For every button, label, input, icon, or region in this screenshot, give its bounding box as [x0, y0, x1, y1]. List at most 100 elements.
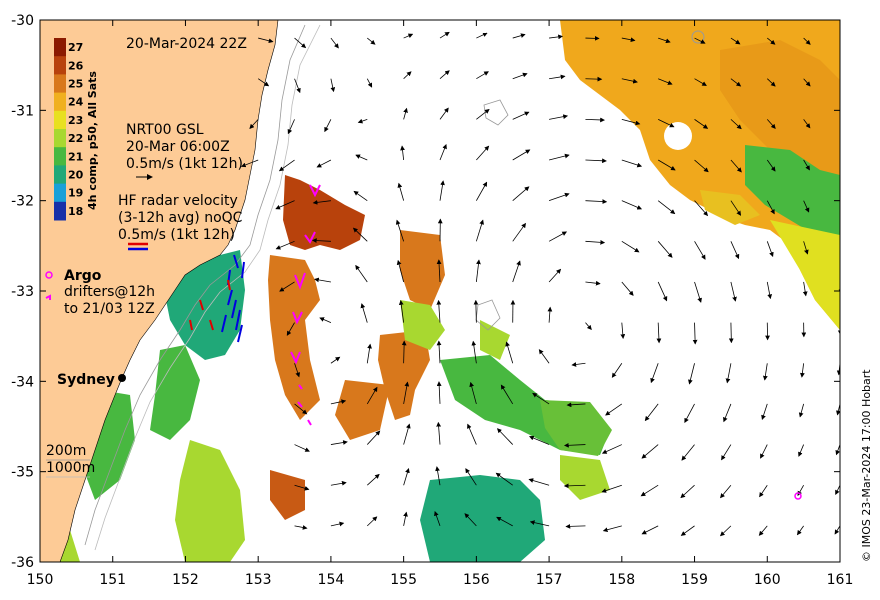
current-arrow — [360, 303, 368, 323]
current-arrow — [294, 403, 308, 415]
sst-colorbar: 27 26 25 24 23 22 21 20 19 18 — [54, 38, 84, 221]
map-time-title: 20-Mar-2024 22Z — [126, 36, 247, 52]
current-arrow — [549, 34, 564, 40]
seamount-contour-1 — [483, 99, 509, 126]
y-tick-label: -34 — [11, 374, 34, 390]
current-arrow — [529, 520, 550, 527]
current-arrow — [657, 241, 673, 258]
sst-patch-southeast-green — [400, 300, 612, 562]
argo-legend-marker — [45, 271, 53, 279]
current-arrow — [658, 37, 671, 44]
current-arrow — [330, 440, 348, 445]
colorbar-tick-label: 22 — [68, 132, 83, 145]
current-arrow — [601, 444, 622, 454]
current-arrow — [565, 523, 586, 529]
y-tick-label: -36 — [11, 555, 34, 571]
colorbar-swatch — [54, 165, 66, 185]
current-arrow — [766, 78, 776, 87]
current-arrow — [311, 238, 331, 243]
current-arrow — [357, 118, 368, 124]
current-arrow — [803, 119, 811, 129]
current-arrow — [366, 343, 372, 364]
current-arrow — [585, 199, 608, 204]
current-arrow — [767, 37, 776, 45]
current-arrow — [314, 277, 331, 283]
current-arrow — [532, 392, 550, 405]
current-arrow — [585, 158, 607, 164]
current-arrow — [294, 363, 301, 378]
current-arrow — [839, 38, 840, 39]
y-tick-label: -33 — [11, 284, 34, 300]
current-arrow — [355, 264, 368, 283]
current-arrow — [621, 159, 643, 168]
current-arrow — [657, 281, 668, 302]
current-arrow — [476, 108, 490, 120]
current-arrow — [434, 510, 441, 527]
current-arrow — [621, 240, 640, 253]
sst-patch-central-warm — [268, 175, 445, 520]
current-arrow — [324, 119, 332, 133]
current-arrow — [644, 403, 659, 422]
current-arrow — [249, 119, 259, 130]
current-arrow — [436, 421, 442, 445]
current-arrow — [352, 227, 368, 242]
current-arrow — [512, 149, 531, 161]
current-arrow — [439, 180, 445, 201]
current-arrow — [657, 159, 676, 171]
current-arrow — [294, 37, 307, 49]
hf-legend-line2: (3-12h avg) noQC — [118, 210, 243, 226]
current-arrow — [366, 430, 381, 445]
y-tick-label: -31 — [11, 103, 34, 119]
argo-float-marker — [794, 492, 802, 500]
x-tick-label: 159 — [681, 572, 708, 588]
current-arrow — [621, 78, 638, 84]
current-arrow — [656, 322, 662, 344]
current-arrow — [397, 182, 405, 201]
colorbar-tick-label: 25 — [68, 78, 83, 91]
current-arrow — [294, 78, 301, 94]
drifter-tracks — [290, 184, 321, 426]
current-arrow — [403, 33, 414, 39]
current-arrow — [803, 159, 810, 171]
current-arrow — [730, 241, 740, 260]
isobath-label-200m: 200m — [46, 443, 86, 459]
current-arrow — [528, 478, 550, 486]
current-arrow — [319, 317, 332, 323]
current-arrow — [681, 444, 695, 461]
current-arrow — [694, 37, 706, 44]
current-arrow — [834, 525, 840, 535]
current-arrow — [512, 111, 530, 120]
current-arrow — [585, 76, 603, 82]
current-arrow — [621, 200, 643, 210]
current-arrow — [694, 281, 702, 303]
current-arrow — [601, 484, 622, 493]
current-arrow — [465, 468, 477, 486]
colorbar-swatch — [54, 129, 66, 148]
colorbar-swatch — [54, 201, 66, 221]
current-arrow — [473, 299, 479, 323]
x-tick-label: 157 — [536, 572, 563, 588]
current-arrow — [566, 402, 586, 408]
current-arrow — [403, 467, 410, 486]
colorbar-tick-label: 26 — [68, 59, 84, 72]
current-arrow — [286, 322, 295, 336]
current-arrow — [766, 241, 774, 258]
city-label-sydney: Sydney — [57, 372, 115, 388]
current-arrow — [563, 483, 586, 489]
current-arrow — [258, 37, 274, 44]
current-arrow — [548, 268, 562, 283]
hf-legend-line1: HF radar velocity — [118, 193, 238, 209]
current-arrow — [512, 260, 521, 283]
current-arrow — [719, 525, 732, 537]
current-arrow — [366, 78, 373, 88]
current-arrow — [366, 386, 378, 405]
sst-patch-northeast — [560, 20, 840, 330]
current-arrow — [680, 484, 695, 499]
current-arrow — [641, 444, 659, 459]
colorbar-tick-label: 24 — [68, 96, 84, 109]
current-arrow — [641, 525, 659, 535]
colorbar-swatch — [54, 92, 66, 112]
current-arrow — [367, 37, 376, 45]
colorbar-swatch — [54, 74, 66, 94]
